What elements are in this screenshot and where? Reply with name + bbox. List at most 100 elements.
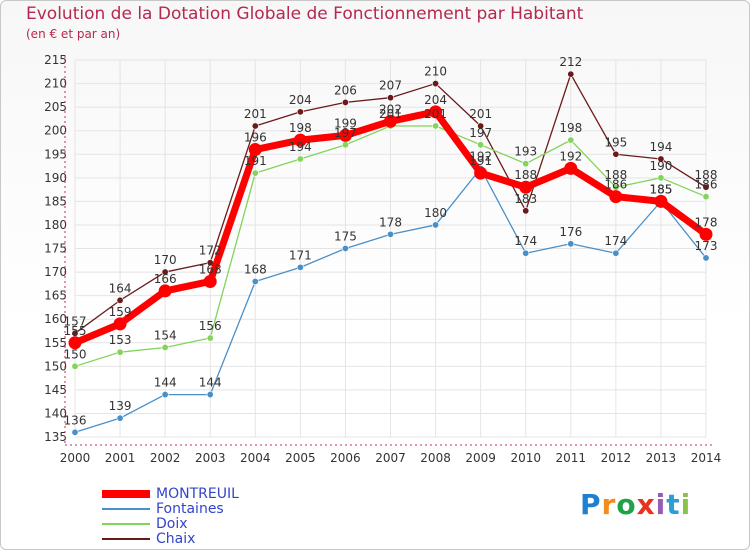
y-tick-label: 200 (44, 124, 67, 138)
data-label-fontaines: 144 (154, 376, 177, 390)
data-point-fontaines (206, 391, 214, 399)
data-label-fontaines: 139 (109, 399, 132, 413)
data-point-fontaines (522, 249, 530, 257)
legend-swatch-doix (102, 522, 150, 525)
data-point-montreuil (293, 133, 307, 147)
data-label-montreuil: 199 (334, 116, 357, 130)
data-point-chaix (657, 155, 665, 163)
data-point-fontaines (341, 245, 349, 253)
data-label-chaix: 206 (334, 83, 357, 97)
data-point-fontaines (612, 249, 620, 257)
data-label-doix: 153 (109, 333, 132, 347)
logo-letter: i (655, 488, 667, 521)
x-tick-label: 2012 (601, 451, 632, 465)
data-label-doix: 191 (244, 154, 267, 168)
data-label-doix: 197 (334, 126, 357, 140)
data-point-montreuil (338, 128, 352, 142)
data-point-fontaines (702, 254, 710, 262)
data-point-montreuil (474, 166, 488, 180)
data-label-chaix: 172 (199, 244, 222, 258)
x-tick-label: 2011 (556, 451, 587, 465)
data-point-fontaines (296, 263, 304, 271)
data-label-fontaines: 175 (334, 230, 357, 244)
data-label-chaix: 183 (514, 192, 537, 206)
logo-letter: P (580, 488, 602, 521)
data-label-montreuil: 155 (64, 324, 87, 338)
data-label-doix: 201 (424, 107, 447, 121)
data-point-montreuil (68, 336, 82, 350)
logo-letter: r (601, 488, 617, 521)
data-point-montreuil (609, 190, 623, 204)
x-tick-label: 2006 (330, 451, 361, 465)
data-label-chaix: 157 (64, 314, 87, 328)
data-label-chaix: 194 (649, 140, 672, 154)
legend-swatch-chaix (102, 537, 150, 540)
data-point-chaix (612, 150, 620, 158)
data-point-chaix (161, 268, 169, 276)
data-label-fontaines: 176 (559, 225, 582, 239)
data-label-fontaines: 144 (199, 376, 222, 390)
x-tick-label: 2014 (691, 451, 722, 465)
y-tick-label: 180 (44, 218, 67, 232)
data-point-fontaines (251, 277, 259, 285)
y-tick-label: 205 (44, 100, 67, 114)
data-point-fontaines (71, 428, 79, 436)
data-point-montreuil (158, 284, 172, 298)
x-tick-label: 2003 (195, 451, 226, 465)
data-point-fontaines (567, 240, 575, 248)
data-point-doix (116, 348, 124, 356)
data-point-chaix (702, 183, 710, 191)
data-label-doix: 194 (289, 140, 312, 154)
data-label-chaix: 170 (154, 253, 177, 267)
x-tick-label: 2013 (646, 451, 677, 465)
data-label-fontaines: 171 (289, 248, 312, 262)
x-tick-label: 2001 (105, 451, 136, 465)
data-label-chaix: 201 (469, 107, 492, 121)
legend-item-fontaines: Fontaines (102, 500, 224, 517)
data-point-fontaines (386, 230, 394, 238)
data-point-doix (206, 334, 214, 342)
data-point-chaix (251, 122, 259, 130)
legend-swatch-montreuil (102, 489, 150, 498)
data-label-montreuil: 191 (469, 154, 492, 168)
data-label-fontaines: 136 (64, 413, 87, 427)
y-tick-label: 210 (44, 77, 67, 91)
data-point-doix (657, 174, 665, 182)
y-tick-label: 155 (44, 336, 67, 350)
data-point-montreuil (429, 105, 443, 119)
y-tick-label: 185 (44, 194, 67, 208)
data-point-doix (71, 362, 79, 370)
x-tick-label: 2009 (465, 451, 496, 465)
legend-item-montreuil: MONTREUIL (102, 486, 239, 502)
y-tick-label: 170 (44, 265, 67, 279)
y-tick-label: 190 (44, 171, 67, 185)
data-point-fontaines (161, 391, 169, 399)
data-label-chaix: 210 (424, 65, 447, 79)
data-label-fontaines: 180 (424, 206, 447, 220)
y-tick-label: 145 (44, 383, 67, 397)
data-label-chaix: 195 (604, 135, 627, 149)
data-label-fontaines: 185 (649, 182, 672, 196)
legend-item-chaix: Chaix (102, 530, 196, 547)
data-point-doix (702, 193, 710, 201)
data-point-fontaines (432, 221, 440, 229)
data-label-chaix: 212 (559, 55, 582, 69)
data-label-montreuil: 192 (559, 149, 582, 163)
data-point-montreuil (203, 274, 217, 288)
logo-letter: t (666, 488, 681, 521)
data-label-montreuil: 185 (649, 182, 672, 196)
data-label-doix: 150 (64, 347, 87, 361)
data-point-montreuil (113, 317, 127, 331)
y-tick-label: 140 (44, 406, 67, 420)
data-point-doix (296, 155, 304, 163)
data-label-chaix: 164 (109, 281, 132, 295)
legend-label-chaix: Chaix (156, 530, 196, 547)
legend-swatch-fontaines (102, 507, 150, 510)
chart-title: Evolution de la Dotation Globale de Fonc… (26, 4, 584, 24)
data-point-doix (567, 136, 575, 144)
y-tick-label: 150 (44, 359, 67, 373)
data-label-chaix: 188 (695, 168, 718, 182)
data-point-fontaines (116, 414, 124, 422)
data-point-montreuil (654, 194, 668, 208)
legend-label-fontaines: Fontaines (156, 500, 224, 517)
